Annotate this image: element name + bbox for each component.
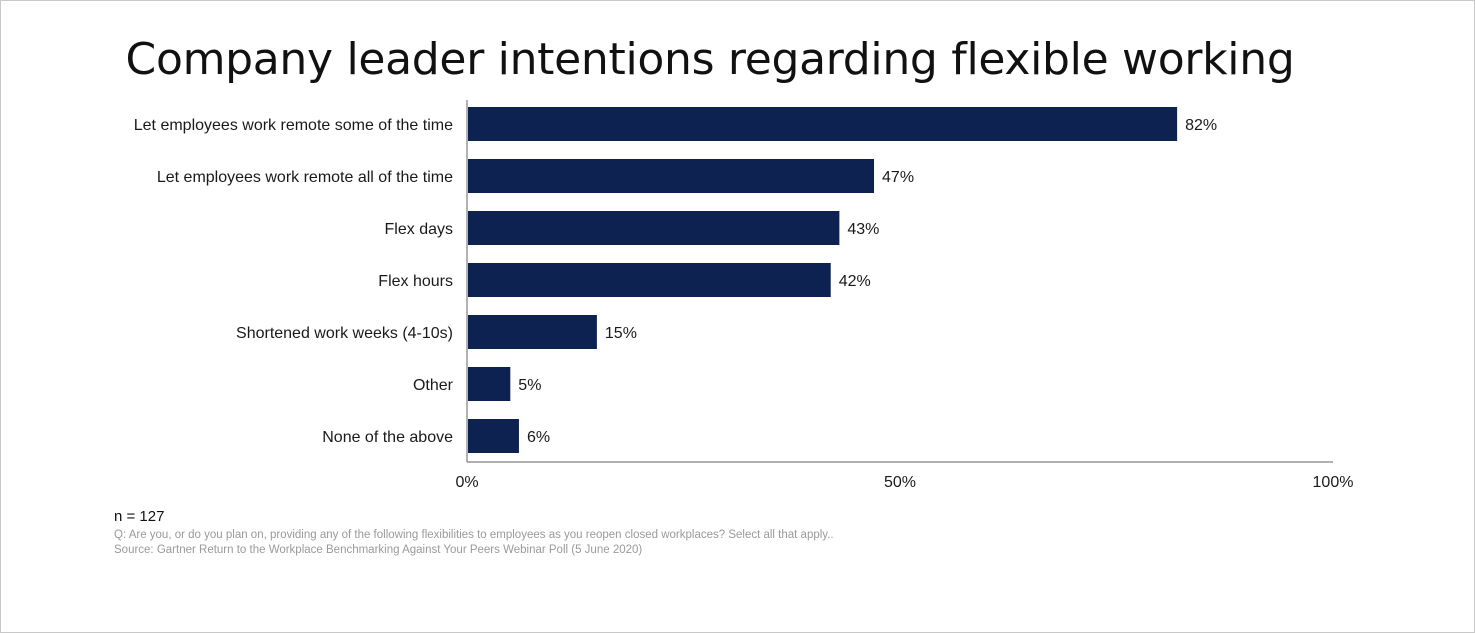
bar [468,263,831,297]
category-label: Let employees work remote some of the ti… [134,117,453,134]
data-label: 43% [847,221,879,238]
bar [468,211,840,245]
data-label: 47% [882,169,914,186]
bar [468,315,597,349]
x-tick-label: 50% [884,474,916,491]
x-tick-label: 0% [455,474,478,491]
survey-question-note: Q: Are you, or do you plan on, providing… [114,529,834,541]
category-label: Let employees work remote all of the tim… [157,169,453,186]
data-label: 5% [518,377,541,394]
category-label: Flex hours [378,273,453,290]
x-tick-label: 100% [1313,474,1354,491]
category-label: Flex days [385,221,453,238]
chart-title: Company leader intentions regarding flex… [125,34,1295,85]
category-label: Other [413,377,454,394]
data-label: 6% [527,429,550,446]
category-label: None of the above [322,429,453,446]
data-label: 15% [605,325,637,342]
bar [468,159,875,193]
category-label: Shortened work weeks (4-10s) [236,325,453,342]
bar [468,367,511,401]
data-label: 82% [1185,117,1217,134]
bar [468,107,1178,141]
data-label: 42% [839,273,871,290]
bar [468,419,519,453]
source-note: Source: Gartner Return to the Workplace … [114,544,643,556]
sample-size-note: n = 127 [114,508,165,525]
